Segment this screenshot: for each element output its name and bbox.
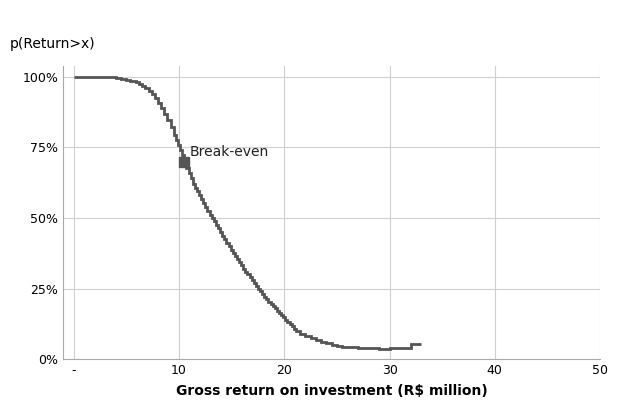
X-axis label: Gross return on investment (R$ million): Gross return on investment (R$ million) bbox=[176, 384, 488, 398]
Text: p(Return>x): p(Return>x) bbox=[9, 37, 95, 51]
Text: Break-even: Break-even bbox=[189, 145, 269, 159]
